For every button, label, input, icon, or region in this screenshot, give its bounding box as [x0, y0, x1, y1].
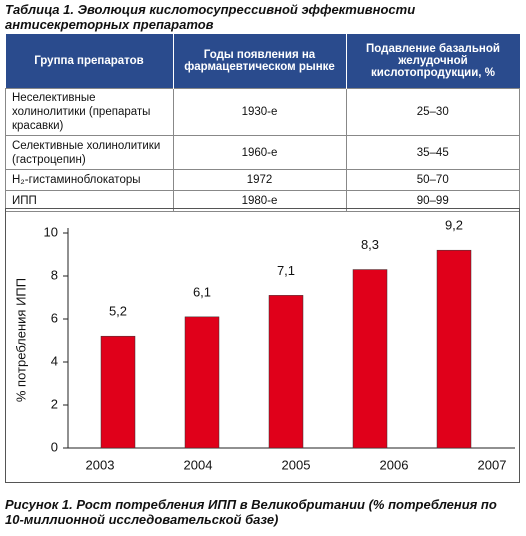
cell: 1980-е — [172, 190, 347, 212]
cell: 50–70 — [345, 169, 520, 191]
header-cell: Подавление базальной желудочной кислотоп… — [345, 34, 520, 89]
chart-frame — [5, 208, 520, 483]
header-row: Группа препаратов Годы появления на фарм… — [5, 34, 520, 89]
chart: % потребления ИПП 0 2 4 6 8 10 2003 5,2 2004 6,1 2… — [5, 208, 520, 483]
y-axis-label: % потребления ИПП — [13, 278, 28, 402]
x-tick-label: 2004 — [184, 457, 213, 472]
bar — [100, 335, 136, 449]
y-tick-label: 8 — [51, 267, 58, 282]
x-tick-label: 2005 — [282, 457, 311, 472]
y-tick-label: 4 — [51, 353, 58, 368]
bar — [268, 295, 304, 449]
cell: Неселективные холинолитики (препараты кр… — [5, 88, 174, 136]
y-tick-label: 2 — [51, 396, 58, 411]
table-caption: Таблица 1. Эволюция кислотосупрессивной … — [5, 2, 416, 32]
cell: 35–45 — [345, 135, 520, 170]
header-cell: Годы появления на фармацевтическом рынке — [172, 34, 346, 89]
bar — [184, 316, 220, 449]
cell: Селективные холинолитики (гастроцепин) — [5, 135, 174, 170]
x-tick-label: 2006 — [380, 457, 409, 472]
y-tick-label: 6 — [51, 310, 58, 325]
cell: 1930-е — [172, 88, 347, 136]
bar — [436, 249, 472, 449]
row: Неселективные холинолитики (препараты кр… — [5, 88, 520, 136]
cell: H₂-гистаминоблокаторы — [5, 169, 174, 191]
value-label: 9,2 — [445, 218, 463, 233]
value-label: 7,1 — [277, 263, 295, 278]
x-tick-label: 2007 — [478, 457, 507, 472]
row: Селективные холинолитики (гастроцепин) 19… — [5, 135, 520, 170]
cell: ИПП — [5, 190, 174, 212]
header-cell: Группа препаратов — [5, 34, 173, 89]
row: H₂-гистаминоблокаторы 1972 50–70 — [5, 169, 520, 191]
row: ИПП 1980-е 90–99 — [5, 190, 520, 212]
value-label: 8,3 — [361, 237, 379, 252]
cell: 1972 — [172, 169, 347, 191]
table: Группа препаратов Годы появления на фарм… — [5, 34, 520, 212]
cell: 25–30 — [345, 88, 520, 136]
y-tick-label: 10 — [44, 224, 58, 239]
bar — [352, 269, 388, 449]
value-label: 5,2 — [109, 304, 127, 319]
cell: 1960-е — [172, 135, 347, 170]
cell: 90–99 — [345, 190, 520, 212]
x-tick-label: 2003 — [86, 457, 115, 472]
value-label: 6,1 — [193, 284, 211, 299]
y-tick-label: 0 — [51, 439, 58, 454]
figure-caption: Рисунок 1. Рост потребления ИПП в Велико… — [5, 497, 497, 527]
